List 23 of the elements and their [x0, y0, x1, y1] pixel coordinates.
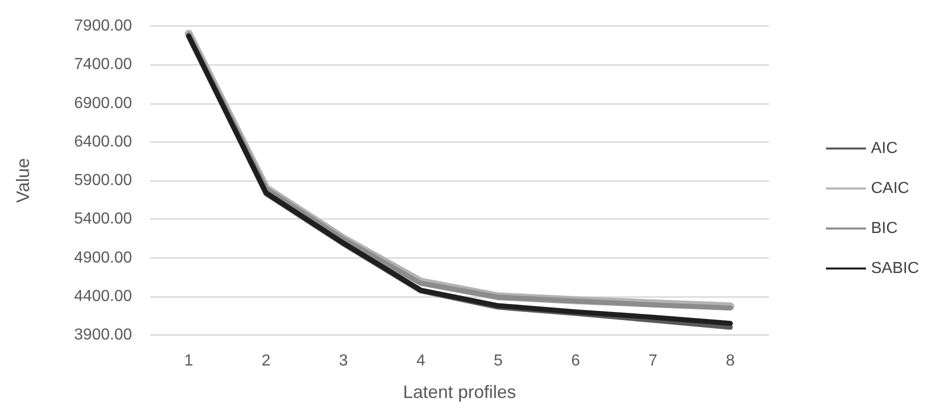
y-tick-label: 6900.00 [74, 94, 132, 112]
x-tick-label: 7 [648, 352, 658, 370]
y-tick-label: 4900.00 [74, 249, 132, 266]
y-axis-title: Value [13, 158, 33, 203]
y-tick-label: 5400.00 [74, 210, 132, 228]
y-tick-label: 5900.00 [74, 172, 132, 189]
legend-label: SABIC [870, 260, 919, 277]
x-tick-label: 6 [571, 352, 580, 370]
y-tick-label: 4400.00 [74, 288, 132, 305]
legend-label: AIC [870, 140, 898, 157]
x-axis-title: Latent profiles [402, 382, 516, 402]
x-tick-label: 8 [726, 352, 735, 370]
y-tick-label: 6400.00 [74, 133, 132, 150]
x-tick-label: 1 [184, 352, 194, 370]
legend-label: CAIC [870, 180, 910, 197]
legend-label: BIC [870, 220, 898, 237]
y-tick-label: 3900.00 [74, 326, 132, 344]
y-tick-label: 7400.00 [74, 56, 132, 74]
y-tick-label: 7900.00 [74, 18, 132, 34]
x-tick-label: 5 [494, 352, 503, 370]
x-tick-label: 2 [262, 352, 271, 370]
x-tick-label: 3 [338, 352, 348, 370]
x-tick-label: 4 [416, 352, 426, 370]
